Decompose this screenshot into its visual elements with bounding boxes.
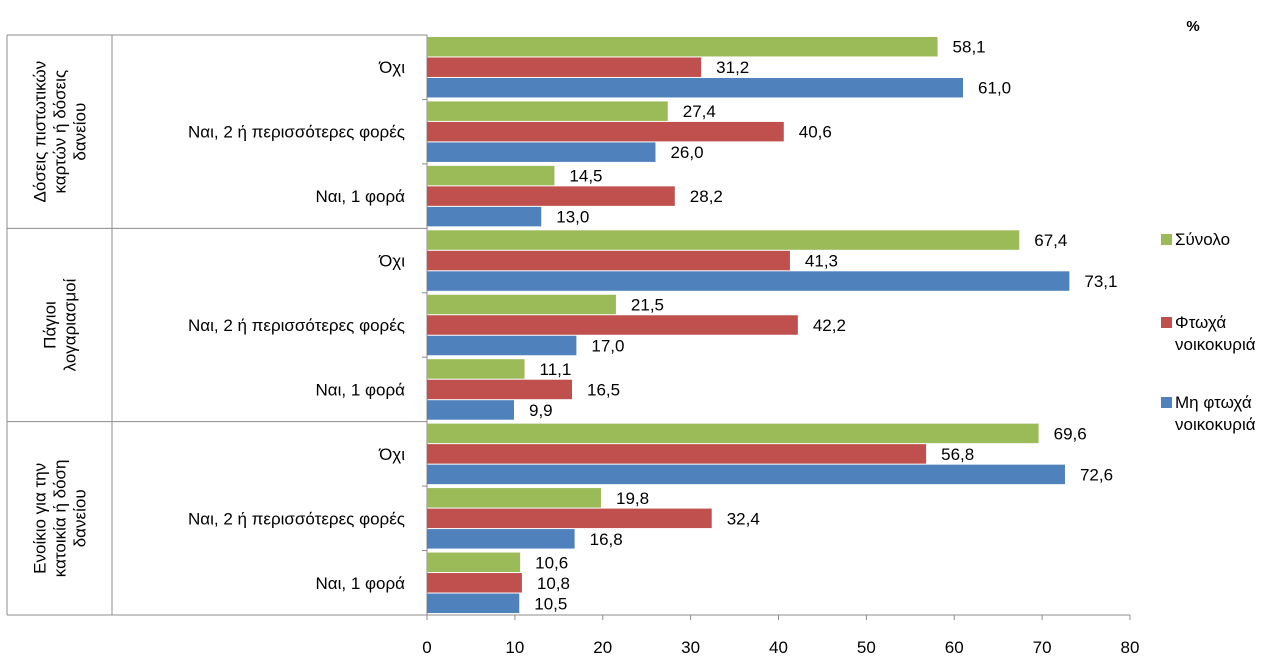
data-label: 10,5 (534, 594, 567, 613)
x-tick-label: 0 (422, 638, 431, 656)
bar (427, 335, 577, 356)
data-label: 40,6 (799, 123, 832, 142)
unit-label: % (1186, 18, 1199, 35)
data-label: 21,5 (631, 296, 664, 315)
legend-label: Μη φτωχά (1175, 393, 1252, 412)
data-label: 14,5 (569, 167, 602, 186)
data-label: 61,0 (978, 79, 1011, 98)
category-label: Ναι, 2 ή περισσότερες φορές (188, 316, 405, 335)
data-label: 11,1 (540, 360, 572, 379)
group-label: λογαριασμοί (61, 278, 80, 371)
bar (427, 552, 521, 573)
legend-label: Σύνολο (1175, 230, 1230, 249)
data-label: 56,8 (941, 445, 974, 464)
legend-swatch (1161, 397, 1172, 408)
category-label: Όχι (378, 252, 405, 271)
group-label: κατοικία ή δόση (51, 459, 70, 577)
bar (427, 379, 572, 400)
x-tick-label: 10 (505, 638, 524, 656)
bar (427, 142, 656, 162)
category-label: Ναι, 1 φορά (316, 380, 406, 399)
bar (427, 101, 668, 121)
legend-label: νοικοκυριά (1175, 335, 1256, 354)
bar (427, 508, 712, 529)
data-label: 41,3 (805, 252, 838, 271)
bar (427, 294, 616, 315)
data-label: 31,2 (716, 58, 749, 77)
bar (427, 573, 522, 593)
data-label: 58,1 (953, 38, 986, 57)
x-tick-label: 20 (593, 638, 612, 656)
bar (427, 400, 514, 420)
bar (427, 488, 601, 508)
bar (427, 423, 1039, 444)
data-label: 10,6 (535, 553, 568, 572)
x-tick-label: 30 (681, 638, 700, 656)
data-label: 67,4 (1034, 231, 1067, 250)
bar (427, 165, 555, 186)
data-label: 13,0 (556, 208, 589, 227)
x-tick-label: 50 (857, 638, 876, 656)
data-label: 17,0 (591, 337, 624, 356)
bar (427, 250, 790, 271)
legend-swatch (1161, 317, 1172, 328)
data-label: 69,6 (1054, 424, 1087, 443)
category-label: Όχι (378, 445, 405, 464)
bar (427, 121, 784, 142)
group-label: καρτών ή δόσεις (51, 70, 70, 194)
x-tick-label: 70 (1033, 638, 1052, 656)
legend-swatch (1161, 234, 1172, 245)
data-label: 10,8 (537, 574, 570, 593)
data-label: 72,6 (1080, 465, 1113, 484)
bar (427, 230, 1020, 250)
bar (427, 36, 938, 57)
group-label: Πάγιοι (41, 301, 60, 349)
data-label: 27,4 (683, 102, 716, 121)
bar (427, 186, 675, 206)
legend-label: νοικοκυριά (1175, 415, 1256, 434)
bar (427, 359, 525, 379)
data-label: 9,9 (529, 401, 553, 420)
category-label: Όχι (378, 58, 405, 77)
data-label: 42,2 (813, 316, 846, 335)
legend-label: Φτωχά (1175, 313, 1226, 332)
category-label: Ναι, 1 φορά (316, 574, 406, 593)
data-label: 19,8 (616, 489, 649, 508)
group-label: δανείου (71, 489, 90, 547)
data-label: 73,1 (1084, 272, 1117, 291)
data-label: 28,2 (690, 187, 723, 206)
x-tick-label: 80 (1121, 638, 1140, 656)
bar (427, 464, 1065, 485)
bar (427, 57, 702, 77)
data-label: 26,0 (670, 143, 703, 162)
data-label: 16,5 (587, 380, 620, 399)
group-label: Ενοίκιο για την (31, 463, 50, 574)
bar (427, 529, 575, 549)
bar (427, 77, 964, 98)
bar (427, 206, 542, 227)
category-label: Ναι, 2 ή περισσότερες φορές (188, 509, 405, 528)
data-label: 16,8 (590, 530, 623, 549)
group-label: Δόσεις πιστωτικών (31, 61, 50, 203)
x-tick-label: 60 (945, 638, 964, 656)
bar (427, 593, 520, 614)
x-tick-label: 40 (769, 638, 788, 656)
bar (427, 271, 1070, 291)
data-label: 32,4 (727, 509, 760, 528)
group-label: δανείου (71, 103, 90, 161)
bar (427, 444, 927, 464)
category-label: Ναι, 1 φορά (316, 187, 406, 206)
bar (427, 315, 798, 335)
category-label: Ναι, 2 ή περισσότερες φορές (188, 123, 405, 142)
